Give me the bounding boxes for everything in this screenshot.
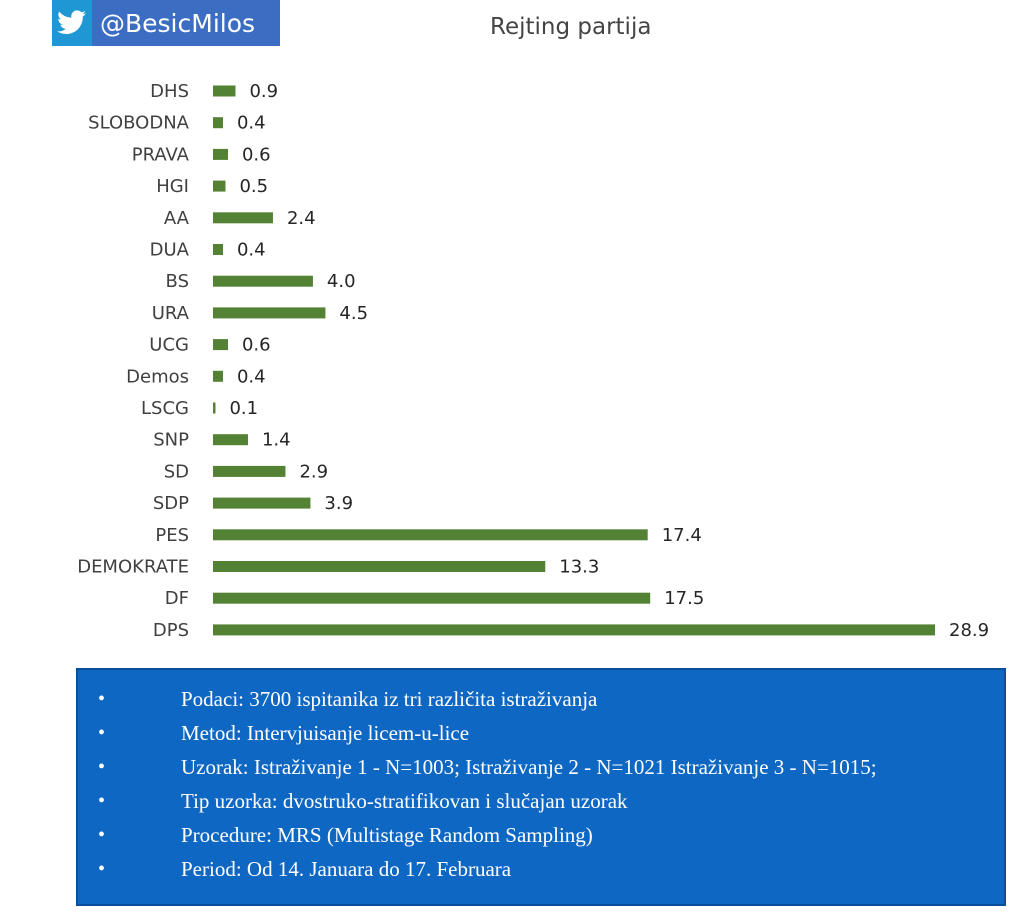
info-item-text: Period: Od 14. Januara do 17. Februara	[181, 857, 512, 881]
bullet-icon: •	[98, 756, 106, 778]
category-label: SLOBODNA	[88, 113, 190, 134]
bullet-icon: •	[98, 688, 106, 710]
bar-snp	[213, 434, 248, 446]
data-label: 0.4	[237, 366, 266, 387]
data-label: 0.1	[229, 398, 258, 419]
bar-aa	[213, 212, 273, 224]
category-label: AA	[164, 208, 190, 229]
info-item-text: Procedure: MRS (Multistage Random Sampli…	[181, 823, 593, 847]
category-label: PES	[155, 525, 189, 546]
info-item: • Podaci: 3700 ispitanika iz tri različit…	[98, 682, 1004, 716]
category-label: DF	[165, 588, 189, 609]
bullet-icon: •	[98, 790, 106, 812]
data-label: 0.6	[242, 144, 271, 165]
data-label: 3.9	[324, 493, 353, 514]
info-item: • Tip uzorka: dvostruko-stratifikovan i s…	[98, 784, 1004, 818]
category-label: DPS	[153, 620, 189, 641]
bar-ura	[213, 307, 326, 319]
data-label: 28.9	[949, 620, 989, 641]
data-label: 17.4	[662, 525, 702, 546]
category-label: URA	[152, 303, 190, 324]
data-label: 1.4	[262, 430, 291, 451]
category-label: SDP	[153, 493, 189, 514]
data-label: 0.4	[237, 240, 266, 261]
survey-info-box: • Podaci: 3700 ispitanika iz tri različit…	[76, 668, 1006, 906]
bar-bs	[213, 275, 313, 287]
bar-slobodna	[213, 117, 223, 129]
bullet-icon: •	[98, 824, 106, 846]
category-label: LSCG	[141, 398, 189, 419]
bar-dua	[213, 244, 223, 255]
bar-chart: DHS 0.9 SLOBODNA 0.4 PRAVA 0.6 HGI 0.5 AA 2.4 DUA 0…	[77, 81, 989, 641]
bar-ucg	[213, 339, 228, 351]
data-label: 0.5	[239, 176, 268, 197]
data-label: 13.3	[559, 557, 599, 578]
data-label: 4.5	[339, 303, 368, 324]
info-item: • Period: Od 14. Januara do 17. Februara	[98, 852, 1004, 886]
bar-dhs	[213, 85, 236, 97]
twitter-handle: @BesicMilos	[92, 0, 280, 46]
category-label: Demos	[126, 366, 189, 387]
info-item-text: Podaci: 3700 ispitanika iz tri različita…	[181, 687, 598, 711]
category-label: PRAVA	[132, 144, 190, 165]
data-label: 2.4	[287, 208, 316, 229]
data-label: 0.9	[249, 81, 278, 102]
category-label: DUA	[150, 240, 190, 261]
category-label: DEMOKRATE	[77, 557, 189, 578]
bar-df	[213, 592, 651, 604]
info-item: • Uzorak: Istraživanje 1 - N=1003; Istraž…	[98, 750, 1004, 784]
survey-info-list: • Podaci: 3700 ispitanika iz tri različit…	[98, 682, 1004, 886]
chart-title: Rejting partija	[490, 14, 652, 40]
data-label: 0.6	[242, 335, 271, 356]
twitter-badge: @BesicMilos	[52, 0, 280, 46]
category-label: SD	[164, 461, 189, 482]
category-label: BS	[166, 271, 189, 292]
bar-demokrate	[213, 561, 546, 572]
bullet-icon: •	[98, 722, 106, 744]
data-label: 17.5	[664, 588, 704, 609]
category-label: DHS	[150, 81, 189, 102]
info-item-text: Metod: Intervjuisanje licem-u-lice	[181, 721, 470, 745]
info-item-text: Uzorak: Istraživanje 1 - N=1003; Istraži…	[181, 755, 877, 779]
bar-dps	[213, 624, 935, 636]
category-label: HGI	[156, 176, 189, 197]
info-item: • Procedure: MRS (Multistage Random Sampl…	[98, 818, 1004, 852]
data-label: 0.4	[237, 113, 266, 134]
category-label: SNP	[153, 430, 189, 451]
info-item-text: Tip uzorka: dvostruko-stratifikovan i sl…	[181, 789, 628, 813]
bar-sd	[213, 465, 286, 477]
bar-demos	[213, 370, 223, 382]
data-label: 2.9	[299, 461, 328, 482]
bar-pes	[213, 529, 648, 541]
bar-prava	[213, 148, 228, 160]
bar-hgi	[213, 180, 226, 192]
data-label: 4.0	[327, 271, 356, 292]
bar-lscg	[213, 402, 216, 414]
twitter-bird-icon	[52, 0, 92, 46]
category-label: UCG	[149, 335, 189, 356]
info-item: • Metod: Intervjuisanje licem-u-lice	[98, 716, 1004, 750]
bar-sdp	[213, 497, 311, 509]
bullet-icon: •	[98, 858, 106, 880]
